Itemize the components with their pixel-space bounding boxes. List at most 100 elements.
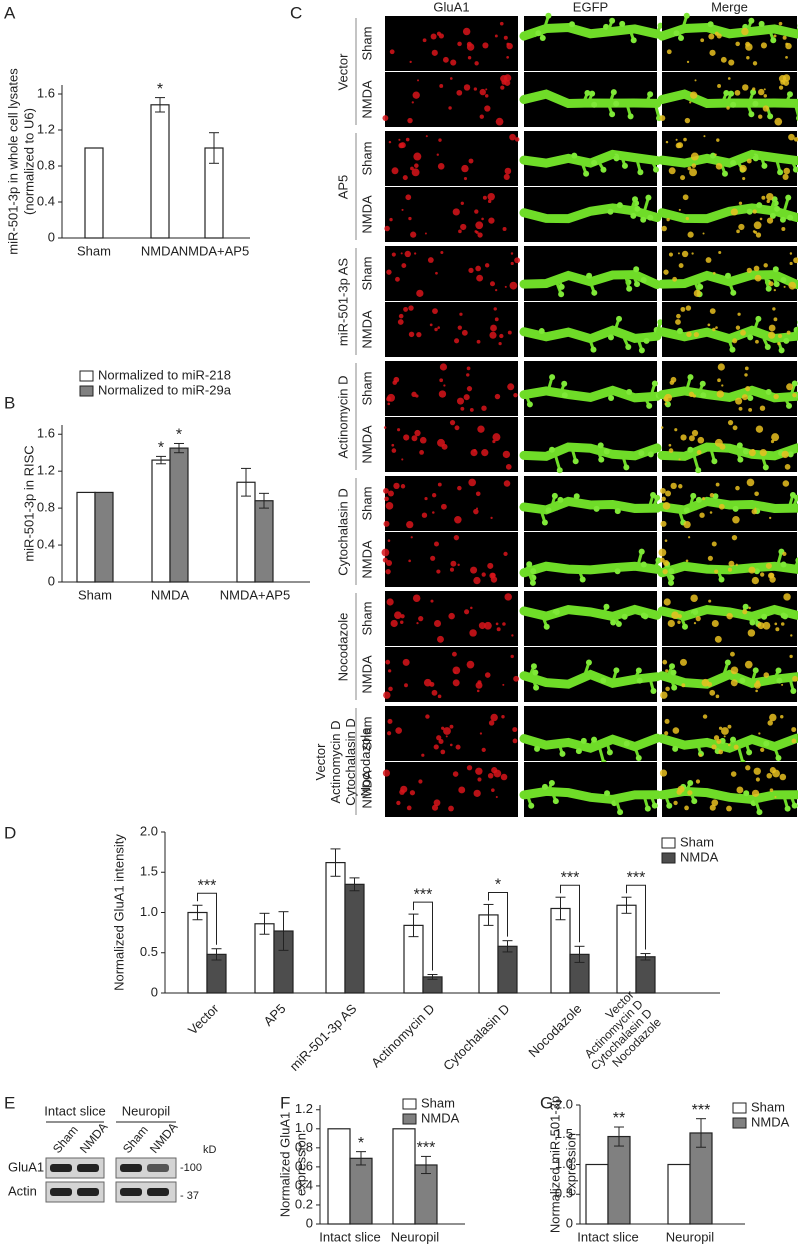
- puncta: [696, 616, 701, 621]
- puncta: [434, 328, 437, 331]
- puncta: [464, 177, 467, 180]
- puncta: [752, 577, 759, 584]
- row-label: NMDA: [359, 80, 374, 119]
- puncta: [661, 426, 664, 429]
- puncta: [453, 679, 460, 686]
- bar: [151, 105, 169, 238]
- spine-head: [630, 213, 636, 219]
- spine-head: [753, 667, 759, 673]
- spine-head: [591, 737, 597, 743]
- puncta: [405, 251, 411, 257]
- spine-head: [530, 568, 536, 574]
- spine-head: [534, 746, 540, 752]
- spine-head: [781, 562, 787, 568]
- puncta: [495, 317, 499, 321]
- puncta: [430, 324, 433, 327]
- puncta: [752, 87, 755, 90]
- puncta: [726, 613, 732, 619]
- y-tick-label: 0.4: [37, 536, 55, 551]
- puncta: [738, 224, 744, 230]
- puncta: [699, 513, 704, 518]
- puncta: [781, 227, 785, 231]
- spine-head: [730, 737, 736, 743]
- puncta: [665, 539, 668, 542]
- puncta: [760, 218, 763, 221]
- puncta: [473, 577, 480, 584]
- x-tick-label: Neuropil: [391, 1229, 440, 1244]
- puncta: [684, 806, 689, 811]
- puncta: [718, 251, 721, 254]
- row-label: NMDA: [359, 195, 374, 234]
- puncta: [758, 89, 764, 95]
- bar: [95, 492, 113, 582]
- bar: [586, 1165, 608, 1225]
- row-label: Sham: [359, 602, 374, 636]
- puncta: [448, 106, 451, 109]
- puncta: [502, 684, 504, 686]
- puncta: [659, 115, 665, 121]
- spine-head: [559, 284, 565, 290]
- puncta: [403, 659, 410, 666]
- puncta: [495, 289, 497, 291]
- spine-head: [638, 450, 644, 456]
- puncta: [413, 92, 420, 99]
- puncta: [736, 564, 738, 566]
- puncta: [475, 221, 483, 229]
- puncta: [452, 652, 457, 657]
- puncta: [745, 765, 750, 770]
- blot-band: [77, 1188, 99, 1196]
- y-tick-label: 0: [151, 984, 158, 999]
- puncta: [446, 735, 448, 737]
- puncta: [473, 509, 478, 514]
- lane-label: NMDA: [147, 1120, 180, 1156]
- puncta: [752, 509, 757, 514]
- puncta: [783, 174, 789, 180]
- spine-head: [581, 738, 587, 744]
- spine-head: [644, 338, 650, 344]
- puncta: [399, 314, 404, 319]
- legend-label: NMDA: [421, 1110, 460, 1125]
- blot-band: [120, 1188, 142, 1196]
- puncta: [766, 193, 773, 200]
- puncta: [391, 444, 394, 447]
- puncta: [686, 560, 689, 563]
- puncta: [401, 458, 403, 460]
- puncta: [403, 307, 408, 312]
- spine-head: [668, 568, 674, 574]
- puncta: [475, 768, 482, 775]
- puncta: [719, 504, 725, 510]
- puncta: [700, 38, 704, 42]
- puncta: [668, 620, 675, 627]
- spine-head: [780, 217, 786, 223]
- spine-head: [615, 508, 621, 514]
- puncta: [507, 383, 514, 390]
- spine-head: [711, 458, 717, 464]
- puncta: [733, 425, 738, 430]
- row-label: Sham: [359, 372, 374, 406]
- puncta: [694, 332, 699, 337]
- puncta: [708, 556, 713, 561]
- puncta: [503, 552, 507, 556]
- puncta: [781, 622, 785, 626]
- puncta: [755, 275, 762, 282]
- spine-head: [743, 790, 749, 796]
- puncta: [491, 788, 495, 792]
- puncta: [660, 488, 666, 494]
- puncta: [769, 517, 771, 519]
- puncta: [441, 504, 447, 510]
- spine-head: [554, 609, 560, 615]
- spine-head: [776, 668, 782, 674]
- puncta: [763, 263, 767, 267]
- legend-swatch: [80, 386, 93, 396]
- puncta: [754, 491, 759, 496]
- spine-head: [756, 809, 762, 815]
- legend-swatch: [662, 838, 675, 848]
- puncta: [414, 252, 416, 254]
- puncta: [779, 85, 783, 89]
- spine-head: [542, 784, 548, 790]
- spine-head: [672, 746, 678, 752]
- puncta: [435, 272, 438, 275]
- puncta: [784, 286, 786, 288]
- puncta: [699, 754, 702, 757]
- puncta: [412, 168, 420, 176]
